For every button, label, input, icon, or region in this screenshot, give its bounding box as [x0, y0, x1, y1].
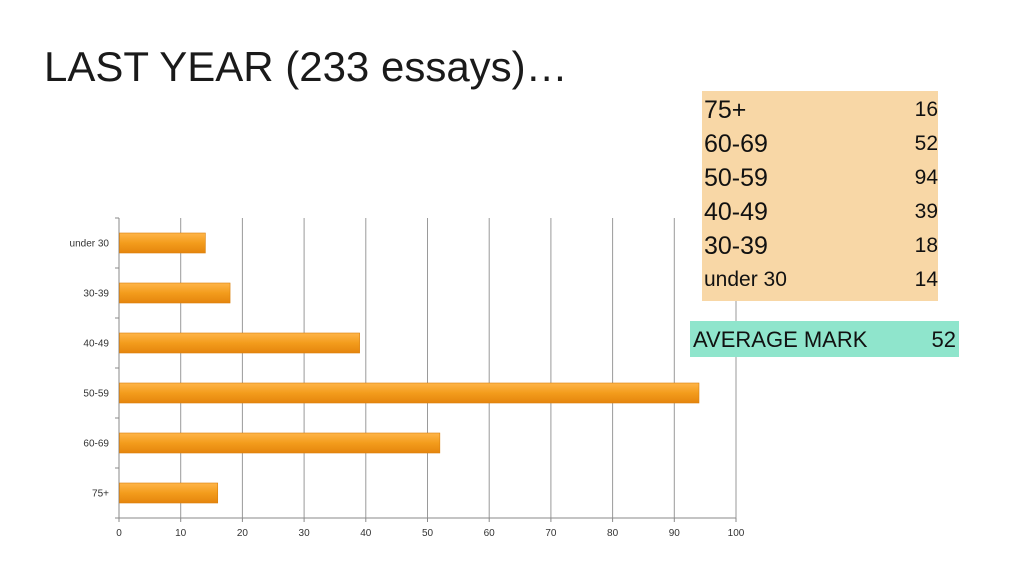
- summary-band-label: 50-59: [704, 164, 768, 192]
- summary-band-label: 75+: [704, 96, 747, 124]
- x-tick-label: 50: [422, 528, 434, 539]
- summary-count: 18: [914, 234, 938, 257]
- bar: [119, 282, 231, 304]
- x-tick-label: 90: [669, 528, 681, 539]
- bar: [119, 432, 441, 454]
- x-tick-label: 100: [728, 528, 745, 539]
- summary-count: 39: [914, 200, 938, 223]
- bar-chart: 0 10 20 30 40 50 60 70 80 90 100 under 30 30-39 40-49…: [70, 217, 745, 539]
- summary-count: 14: [914, 268, 938, 291]
- summary-count: 94: [914, 166, 938, 189]
- y-tick-label: 50-59: [83, 389, 109, 400]
- summary-row: 75+ 16: [704, 91, 938, 125]
- summary-band-label: 40-49: [704, 198, 768, 226]
- x-tick-label: 10: [175, 528, 187, 539]
- summary-row: 60-69 52: [704, 125, 938, 159]
- summary-band-label: 60-69: [704, 130, 768, 158]
- average-mark-value: 52: [931, 327, 956, 352]
- y-tick-label: 60-69: [83, 439, 109, 450]
- summary-band-label: under 30: [704, 268, 787, 291]
- summary-band-label: 30-39: [704, 232, 768, 260]
- bar: [119, 382, 700, 404]
- summary-count: 16: [914, 98, 938, 121]
- y-tick-label: 40-49: [83, 339, 109, 350]
- x-tick-label: 20: [237, 528, 249, 539]
- summary-count: 52: [914, 132, 938, 155]
- x-tick-label: 0: [116, 528, 122, 539]
- y-tick-label: under 30: [70, 239, 110, 250]
- score-summary-table: 75+ 16 60-69 52 50-59 94 40-49 39 30-39 …: [702, 91, 938, 301]
- average-mark-label: AVERAGE MARK: [693, 327, 868, 352]
- average-mark-box: AVERAGE MARK 52: [690, 321, 959, 357]
- x-tick-label: 70: [545, 528, 557, 539]
- summary-row: 30-39 18: [704, 227, 938, 261]
- bar: [119, 482, 219, 504]
- bar: [119, 332, 360, 354]
- y-tick-label: 30-39: [83, 289, 109, 300]
- bar: [119, 232, 206, 254]
- summary-row: 40-49 39: [704, 193, 938, 227]
- x-tick-label: 40: [360, 528, 372, 539]
- x-tick-label: 30: [299, 528, 311, 539]
- x-tick-label: 60: [484, 528, 496, 539]
- y-tick-label: 75+: [92, 489, 109, 500]
- slide-title: LAST YEAR (233 essays)…: [44, 43, 568, 90]
- summary-row: under 30 14: [704, 261, 938, 295]
- x-tick-label: 80: [607, 528, 619, 539]
- summary-row: 50-59 94: [704, 159, 938, 193]
